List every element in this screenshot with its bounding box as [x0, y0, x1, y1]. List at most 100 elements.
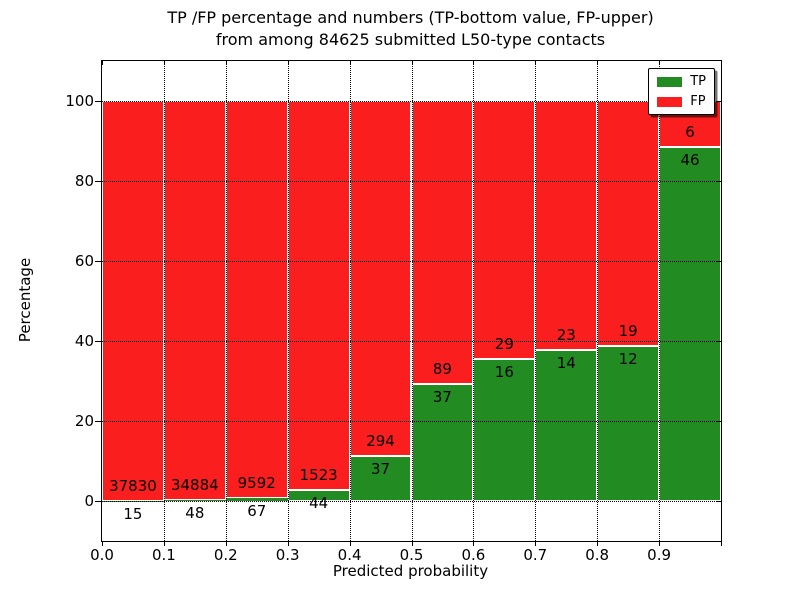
gridline — [287, 61, 289, 541]
gridline — [535, 61, 537, 541]
tp-count-label: 14 — [556, 353, 576, 372]
x-tick-label: 0.0 — [90, 546, 114, 564]
tp-bar-segment — [349, 456, 412, 501]
tp-count-label: 15 — [123, 504, 143, 523]
y-tick-label: 40 — [74, 332, 94, 350]
axis-tick — [717, 421, 721, 422]
gridline — [102, 101, 721, 102]
fp-count-label: 29 — [494, 334, 514, 353]
axis-tick — [721, 61, 722, 65]
axis-tick — [535, 541, 537, 546]
fp-count-label: 23 — [556, 325, 576, 344]
axis-tick — [287, 61, 289, 65]
y-tick-label: 20 — [74, 412, 94, 430]
tp-legend-swatch — [657, 76, 683, 87]
axis-tick — [225, 541, 227, 546]
fp-bar-segment — [535, 101, 598, 350]
y-tick-label: 60 — [74, 252, 94, 270]
tp-bar-segment — [225, 498, 288, 501]
axis-tick — [95, 261, 102, 262]
fp-legend-swatch — [657, 96, 683, 107]
x-tick-label: 0.1 — [151, 546, 176, 564]
tp-count-label: 67 — [247, 502, 267, 521]
y-axis-label: Percentage — [16, 257, 34, 343]
gridline — [473, 61, 475, 541]
axis-tick — [411, 61, 413, 65]
axis-tick — [349, 541, 351, 546]
chart-title-line1: TP /FP percentage and numbers (TP-bottom… — [167, 8, 654, 27]
y-tick-label: 0 — [84, 492, 94, 510]
axis-tick — [95, 501, 102, 502]
chart-title: TP /FP percentage and numbers (TP-bottom… — [101, 7, 720, 51]
axis-tick — [535, 61, 537, 65]
legend-item-tp: TP — [657, 75, 706, 88]
axis-tick — [717, 181, 721, 182]
fp-bar-segment — [349, 101, 412, 457]
legend-label: TP — [690, 74, 706, 89]
x-tick-label: 0.6 — [461, 546, 486, 564]
fp-bar-segment — [225, 101, 288, 499]
axis-tick — [411, 541, 413, 546]
y-tick-label: 80 — [74, 172, 94, 190]
fp-count-label: 294 — [366, 432, 395, 451]
tp-count-label: 37 — [370, 460, 391, 479]
tp-bar-segment — [597, 346, 660, 501]
x-tick-label: 0.8 — [585, 546, 610, 564]
axis-tick — [717, 501, 721, 502]
fp-count-label: 1523 — [299, 465, 338, 484]
y-tick-label: 100 — [65, 92, 94, 110]
axis-tick — [163, 61, 165, 65]
fp-bar-segment — [102, 101, 164, 501]
fp-bar-segment — [163, 101, 226, 501]
gridline — [102, 261, 721, 262]
axis-tick — [473, 541, 475, 546]
x-tick-label: 0.5 — [399, 546, 424, 564]
tp-count-label: 37 — [432, 387, 452, 406]
gridline — [225, 61, 227, 541]
tp-bar-segment — [535, 349, 598, 501]
legend-item-fp: FP — [657, 95, 706, 108]
tp-count-label: 44 — [309, 493, 329, 512]
x-tick-label: 0.2 — [213, 546, 238, 564]
axis-tick — [95, 421, 102, 422]
axis-tick — [102, 541, 103, 546]
fp-bar-segment — [287, 101, 350, 490]
gridline — [411, 61, 413, 541]
x-tick-label: 0.9 — [647, 546, 672, 564]
axis-tick — [95, 101, 102, 102]
gridline — [102, 501, 721, 502]
axis-tick — [659, 61, 661, 65]
fp-bar-segment — [597, 101, 660, 347]
x-tick-label: 0.3 — [275, 546, 300, 564]
tp-count-label: 48 — [185, 504, 205, 523]
tp-count-label: 16 — [494, 362, 514, 381]
axis-tick — [721, 541, 722, 546]
gridline — [349, 61, 351, 541]
tp-bar-segment — [163, 500, 226, 501]
axis-tick — [349, 61, 351, 65]
axis-tick — [659, 541, 661, 546]
chart-title-line2: from among 84625 submitted L50-type cont… — [215, 30, 606, 49]
gridline — [102, 421, 721, 422]
tp-count-label: 12 — [618, 350, 638, 369]
fp-count-label: 19 — [618, 322, 638, 341]
axis-tick — [717, 101, 721, 102]
axis-tick — [102, 61, 103, 65]
fp-count-label: 9592 — [237, 474, 276, 493]
axis-tick — [717, 261, 721, 262]
axis-tick — [225, 61, 227, 65]
fp-count-label: 34884 — [170, 476, 219, 495]
fp-bar-segment — [473, 101, 536, 359]
axis-tick — [597, 541, 599, 546]
fp-count-label: 37830 — [109, 476, 157, 495]
axis-tick — [95, 181, 102, 182]
tp-count-label: 46 — [680, 151, 700, 170]
gridline — [102, 341, 721, 342]
tp-bar-segment — [411, 383, 474, 501]
gridline — [102, 181, 721, 182]
axis-tick — [95, 341, 102, 342]
axis-tick — [473, 61, 475, 65]
axis-tick — [287, 541, 289, 546]
legend: TP FP — [648, 68, 715, 115]
